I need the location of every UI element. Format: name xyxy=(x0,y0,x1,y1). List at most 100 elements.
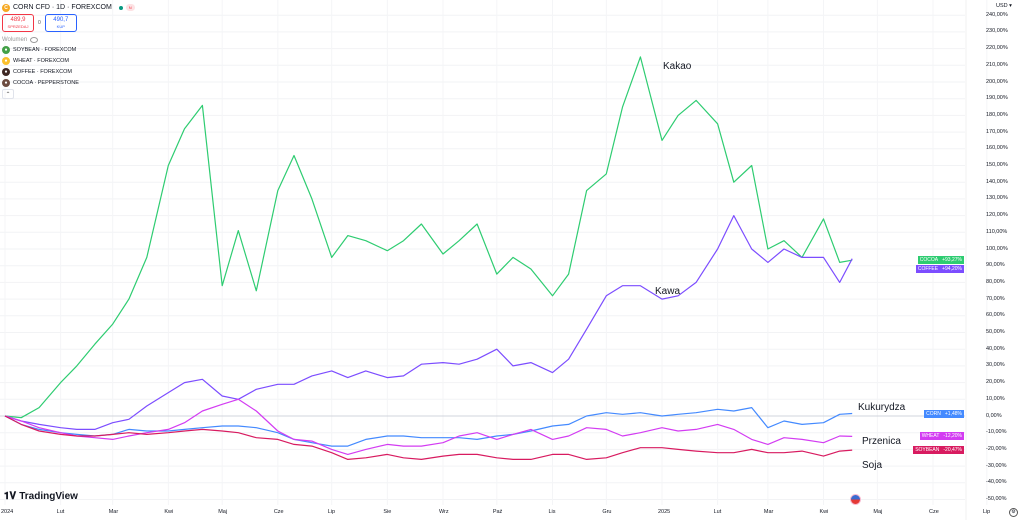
x-tick-label: Lip xyxy=(982,509,991,515)
y-tick-label: 190,00% xyxy=(986,95,1008,102)
tag-series-value: +1,48% xyxy=(942,409,964,418)
legend: C CORN CFD · 1D · FOREXCOM N 489,9 SPRZE… xyxy=(2,2,135,99)
sell-price: 489,9 xyxy=(10,17,26,23)
x-tick-label: Kwi xyxy=(164,509,174,515)
x-tick-label: Kwi xyxy=(819,509,829,515)
legend-item-label: COFFEE · FOREXCOM xyxy=(13,68,72,75)
currency-label: USD xyxy=(996,3,1008,9)
y-tick-label: -30,00% xyxy=(986,462,1007,469)
main-symbol-title[interactable]: C CORN CFD · 1D · FOREXCOM N xyxy=(2,2,135,13)
buy-price: 490,7 xyxy=(53,17,69,23)
x-tick-label: Sie xyxy=(383,509,392,515)
series-line-soybean[interactable] xyxy=(4,415,853,460)
y-tick-label: 50,00% xyxy=(986,329,1005,335)
x-tick-label: Maj xyxy=(218,509,228,515)
y-tick-label: 30,00% xyxy=(986,362,1005,369)
tag-series-value: -12,20% xyxy=(941,432,964,441)
tag-series-name: COFFEE xyxy=(915,265,941,274)
y-tick-label: 90,00% xyxy=(986,262,1005,269)
logo-text: TradingView xyxy=(19,491,78,502)
legend-item-label: COCOA · PEPPERSTONE xyxy=(13,79,79,86)
y-tick-label: 160,00% xyxy=(986,145,1008,152)
x-tick-label: Mar xyxy=(108,509,119,515)
tag-series-value: +94,20% xyxy=(940,265,964,274)
collapse-legend-button[interactable]: ⌃ xyxy=(2,89,14,99)
x-tick-label: Wrz xyxy=(438,509,449,515)
annotation-soybean[interactable]: Soja xyxy=(862,460,883,471)
buy-label: KUP xyxy=(56,24,65,29)
legend-item[interactable]: ● COFFEE · FOREXCOM xyxy=(2,66,135,77)
tradingview-logo-icon: 𝟏𝐕 xyxy=(4,491,17,502)
y-tick-label: 60,00% xyxy=(986,312,1005,319)
x-tick-label: Cze xyxy=(273,509,284,515)
annotation-cocoa[interactable]: Kakao xyxy=(663,61,692,72)
x-tick-label: Maj xyxy=(873,509,883,515)
buy-button[interactable]: 490,7 KUP xyxy=(44,14,77,32)
x-tick-label: Lut xyxy=(713,509,722,515)
cocoa-icon: ● xyxy=(2,78,10,87)
soybean-icon: ● xyxy=(2,45,10,54)
series-line-cocoa[interactable] xyxy=(4,56,853,419)
x-tick-label: Cze xyxy=(929,509,939,515)
annotation-coffee[interactable]: Kawa xyxy=(655,286,681,297)
corn-icon: C xyxy=(2,3,10,12)
x-tick-label: 2025 xyxy=(657,509,671,515)
sell-label: SPRZEDAJ xyxy=(7,24,29,29)
y-tick-label: 110,00% xyxy=(986,228,1008,235)
x-tick-label: Mar xyxy=(763,509,774,515)
y-tick-label: 120,00% xyxy=(986,212,1008,219)
series-lines xyxy=(4,56,853,460)
legend-item[interactable]: ● COCOA · PEPPERSTONE xyxy=(2,77,135,88)
y-tick-label: 150,00% xyxy=(986,162,1008,168)
x-tick-label: 2024 xyxy=(1,509,14,515)
series-line-wheat[interactable] xyxy=(4,398,853,455)
y-tick-label: -40,00% xyxy=(986,479,1007,486)
tag-series-name: COCOA xyxy=(917,256,941,265)
currency-selector[interactable]: USD ▾ xyxy=(996,3,1012,9)
sell-button[interactable]: 489,9 SPRZEDAJ xyxy=(2,14,34,32)
y-tick-label: -50,00% xyxy=(986,496,1007,502)
eye-icon[interactable] xyxy=(30,36,39,43)
x-tick-label: Gru xyxy=(602,509,612,515)
y-tick-label: 130,00% xyxy=(986,195,1008,202)
wheat-icon: ● xyxy=(2,56,10,65)
symbol-title: CORN CFD · 1D · FOREXCOM xyxy=(13,4,112,11)
settings-gear-icon[interactable]: ⚙ xyxy=(1009,508,1018,517)
volume-label: Wolumen xyxy=(2,36,28,43)
last-value-tag-coffee: COFFEE +94,20% xyxy=(915,265,964,274)
y-tick-label: 140,00% xyxy=(986,178,1008,185)
tag-series-name: WHEAT xyxy=(919,432,942,441)
tag-series-name: CORN xyxy=(924,409,943,418)
y-tick-label: 40,00% xyxy=(986,345,1005,352)
annotation-corn[interactable]: Kukurydza xyxy=(858,402,906,413)
series-line-coffee[interactable] xyxy=(4,215,853,430)
tag-series-value: -20,47% xyxy=(941,446,964,455)
spread-value: 0 xyxy=(38,20,41,26)
legend-item-label: WHEAT · FOREXCOM xyxy=(13,57,70,64)
annotation-wheat[interactable]: Przenica xyxy=(862,436,901,447)
y-tick-label: 80,00% xyxy=(986,278,1005,285)
series-line-corn[interactable] xyxy=(4,407,853,447)
volume-legend[interactable]: Wolumen xyxy=(2,35,135,44)
us-event-flag-icon[interactable] xyxy=(850,494,861,505)
tag-series-value: +93,27% xyxy=(940,256,964,265)
y-tick-label: 20,00% xyxy=(986,379,1005,386)
tag-series-name: SOYBEAN xyxy=(913,446,942,455)
tradingview-logo[interactable]: 𝟏𝐕 TradingView xyxy=(4,491,78,502)
y-tick-label: 180,00% xyxy=(986,111,1008,118)
y-tick-label: 70,00% xyxy=(986,295,1005,302)
y-tick-label: 200,00% xyxy=(986,78,1008,85)
x-tick-label: Paź xyxy=(492,509,503,515)
y-tick-label: 170,00% xyxy=(986,128,1008,135)
legend-item[interactable]: ● WHEAT · FOREXCOM xyxy=(2,55,135,66)
last-value-tag-wheat: WHEAT -12,20% xyxy=(919,432,964,441)
x-tick-label: Lut xyxy=(56,509,65,515)
market-status-badge: N xyxy=(125,4,135,11)
y-tick-label: -20,00% xyxy=(986,445,1007,452)
legend-item-label: SOYBEAN · FOREXCOM xyxy=(13,46,77,53)
y-tick-label: 240,00% xyxy=(986,11,1008,18)
y-tick-label: 210,00% xyxy=(986,61,1008,68)
legend-item[interactable]: ● SOYBEAN · FOREXCOM xyxy=(2,44,135,55)
y-tick-label: 220,00% xyxy=(986,45,1008,52)
